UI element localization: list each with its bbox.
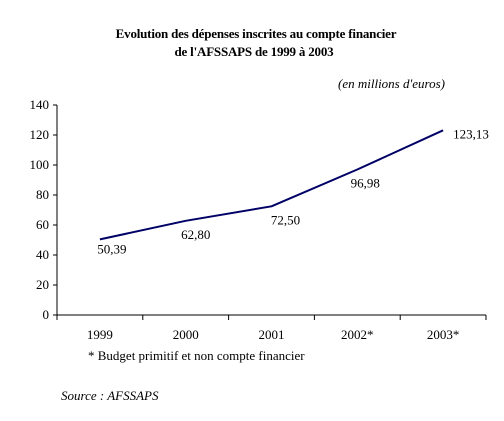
y-tick-label: 0: [43, 307, 50, 322]
y-tick-label: 140: [30, 97, 50, 112]
data-labels: 50,39 62,80 72,50 96,98 123,13: [97, 126, 489, 256]
y-tick-label: 60: [36, 217, 49, 232]
data-label: 96,98: [351, 176, 380, 191]
chart-axes: [56, 105, 486, 316]
data-label: 50,39: [97, 241, 126, 256]
y-tick-label: 80: [36, 187, 49, 202]
chart-title-line-1: Evolution des dépenses inscrites au comp…: [115, 26, 397, 41]
x-tick-label: 2000: [173, 327, 199, 342]
x-axis-ticks: 1999 2000 2001 2002* 2003*: [56, 315, 487, 342]
chart-source: Source : AFSSAPS: [61, 388, 159, 403]
chart-title-line-2: de l'AFSSAPS de 1999 à 2003: [174, 44, 334, 59]
chart-footnote: * Budget primitif et non compte financie…: [88, 348, 305, 363]
x-tick-label: 1999: [87, 327, 113, 342]
y-axis-ticks: 0 20 40 60 80 100 120 140: [30, 97, 57, 322]
data-label: 72,50: [271, 212, 300, 227]
x-tick-label: 2002*: [341, 327, 374, 342]
y-tick-label: 20: [36, 277, 49, 292]
data-label: 62,80: [181, 227, 210, 242]
unit-note: (en millions d'euros): [338, 76, 446, 91]
y-tick-label: 100: [30, 157, 50, 172]
data-label: 123,13: [453, 126, 489, 141]
x-tick-label: 2001: [259, 327, 285, 342]
series-line: [99, 129, 444, 241]
y-tick-label: 40: [36, 247, 49, 262]
x-tick-label: 2003*: [427, 327, 460, 342]
chart-series: [99, 129, 444, 241]
y-tick-label: 120: [30, 127, 50, 142]
